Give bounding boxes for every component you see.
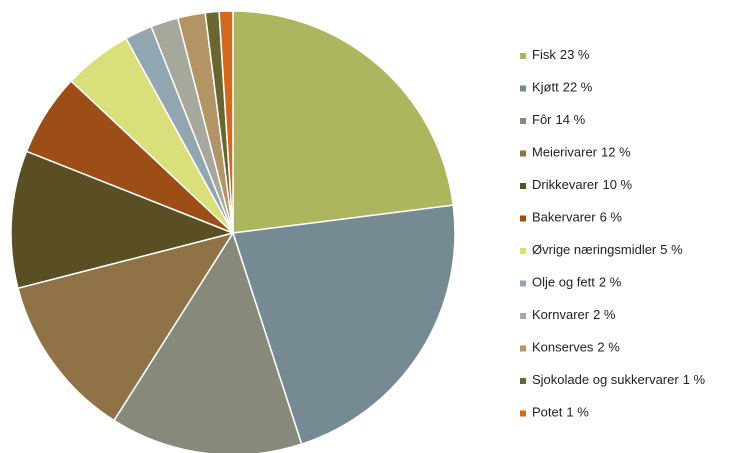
legend-label: Fôr 14 %: [532, 112, 586, 127]
legend-value: 12 %: [601, 145, 631, 160]
legend-label: Potet 1 %: [532, 405, 589, 420]
legend-value: 14 %: [556, 112, 586, 127]
legend-swatch: [520, 85, 526, 92]
legend-swatch: [520, 313, 526, 319]
legend-value: 2 %: [597, 340, 620, 355]
legend-label: Bakervarer 6 %: [532, 210, 622, 225]
legend-name: Sjokolade og sukkervarer: [532, 372, 679, 387]
pie-slice: [113, 231, 303, 453]
legend-name: Kornvarer: [532, 307, 590, 322]
pie-slice: [218, 10, 234, 234]
pie-slice: [232, 10, 455, 234]
legend-name: Olje og fett: [532, 275, 595, 290]
legend-label: Sjokolade og sukkervarer 1 %: [532, 372, 706, 387]
legend-swatch: [520, 183, 526, 189]
legend-swatch: [520, 280, 526, 287]
legend-value: 10 %: [602, 177, 632, 192]
legend-value: 2 %: [599, 275, 622, 290]
legend-swatch: [520, 378, 526, 384]
legend-name: Fôr: [532, 112, 552, 127]
legend-swatch: [520, 345, 526, 352]
legend-name: Bakervarer: [532, 210, 596, 225]
legend-swatch: [520, 118, 526, 124]
legend-name: Øvrige næringsmidler: [532, 242, 657, 257]
legend-value: 23 %: [560, 47, 590, 62]
legend-label: Kornvarer 2 %: [532, 307, 616, 322]
legend-label: Olje og fett 2 %: [532, 275, 622, 290]
legend-value: 2 %: [593, 307, 616, 322]
legend-name: Drikkevarer: [532, 177, 599, 192]
legend-value: 1 %: [566, 405, 589, 420]
legend-value: 1 %: [683, 372, 706, 387]
legend-name: Kjøtt: [532, 80, 559, 95]
legend-name: Potet: [532, 405, 563, 420]
legend-value: 5 %: [660, 242, 683, 257]
legend-swatch: [520, 410, 526, 417]
legend-swatch: [520, 215, 526, 222]
pie-slice: [10, 150, 236, 290]
legend-swatch: [520, 150, 526, 157]
pie-slice: [232, 204, 456, 446]
legend-name: Fisk: [532, 47, 556, 62]
legend-label: Drikkevarer 10 %: [532, 177, 633, 192]
legend-label: Kjøtt 22 %: [532, 80, 593, 95]
legend-swatch: [520, 248, 526, 254]
legend-swatch: [520, 53, 526, 59]
pie-slice: [17, 231, 235, 422]
legend-name: Meierivarer: [532, 145, 598, 160]
legend-name: Konserves: [532, 340, 594, 355]
legend-label: Fisk 23 %: [532, 47, 590, 62]
legend-label: Konserves 2 %: [532, 340, 620, 355]
legend-label: Meierivarer 12 %: [532, 145, 631, 160]
legend-value: 22 %: [563, 80, 593, 95]
legend-label: Øvrige næringsmidler 5 %: [532, 242, 683, 257]
legend-value: 6 %: [600, 210, 623, 225]
